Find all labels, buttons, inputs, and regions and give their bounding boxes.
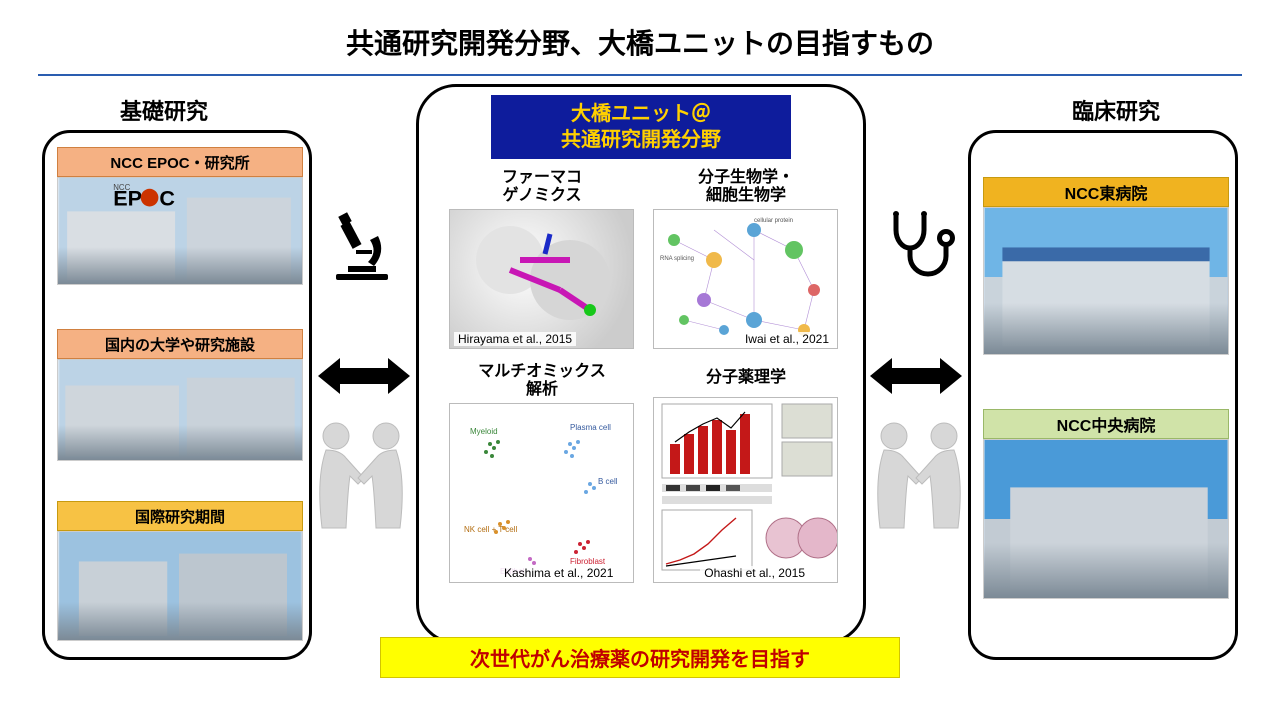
svg-text:NK cell + T cell: NK cell + T cell (464, 525, 518, 534)
right-image-2 (983, 439, 1229, 599)
left-image-3 (57, 531, 303, 641)
microscope-icon (326, 212, 398, 284)
svg-text:Fibroblast: Fibroblast (570, 557, 606, 566)
quad-label-3: 分子薬理学 (651, 369, 841, 387)
molecule-placeholder (450, 210, 634, 349)
quad-label-1: 分子生物学・ 細胞生物学 (651, 169, 841, 206)
title-underline (38, 74, 1241, 76)
center-panel: 大橋ユニット＠ 共通研究開発分野 ファーマコ ゲノミクス Hirayama et… (416, 84, 866, 644)
hospital-placeholder-2 (984, 440, 1228, 598)
quad2-l2: 解析 (447, 381, 637, 399)
quad3-l1: 分子薬理学 (651, 369, 841, 387)
double-arrow-left-icon (318, 356, 410, 396)
right-box-2: NCC中央病院 (983, 409, 1229, 439)
svg-text:cellular protein: cellular protein (754, 218, 793, 224)
handshake-right-icon (864, 418, 974, 528)
network-placeholder: RNA splicing cellular protein (654, 210, 838, 349)
stethoscope-icon (882, 208, 954, 280)
right-image-1 (983, 207, 1229, 355)
quad-image-2: Myeloid Plasma cell B cell NK cell + T c… (449, 403, 634, 583)
quad-label-0: ファーマコ ゲノミクス (447, 169, 637, 206)
center-header-line2: 共通研究開発分野 (499, 127, 783, 153)
building-placeholder-2 (58, 360, 302, 460)
page-title: 共通研究開発分野、大橋ユニットの目指すもの (0, 0, 1280, 74)
quad-label-2: マルチオミックス 解析 (447, 363, 637, 400)
left-section-label: 基礎研究 (120, 94, 208, 126)
quad0-l2: ゲノミクス (447, 187, 637, 205)
quad2-l1: マルチオミックス (447, 363, 637, 381)
building-placeholder-1: EP C NCC (58, 178, 302, 284)
right-section-label: 臨床研究 (1072, 94, 1160, 126)
pharmacology-placeholder (654, 398, 838, 583)
hospital-placeholder-1 (984, 208, 1228, 354)
quad-image-1: RNA splicing cellular protein Iwai et al… (653, 209, 838, 349)
svg-text:Plasma cell: Plasma cell (570, 423, 611, 432)
left-panel: NCC EPOC・研究所 EP C NCC 国内の大学や研究施設 国際研究期間 (42, 130, 312, 660)
building-placeholder-3 (58, 532, 302, 640)
svg-text:Myeloid: Myeloid (470, 427, 498, 436)
left-box-1: NCC EPOC・研究所 (57, 147, 303, 177)
left-image-1: EP C NCC (57, 177, 303, 285)
quad1-l1: 分子生物学・ (651, 169, 841, 187)
quad-image-0: Hirayama et al., 2015 (449, 209, 634, 349)
main-diagram: 基礎研究 臨床研究 NCC EPOC・研究所 EP C NCC 国内の大学や研究… (0, 84, 1280, 674)
double-arrow-right-icon (870, 356, 962, 396)
handshake-left-icon (306, 418, 416, 528)
left-box-3: 国際研究期間 (57, 501, 303, 531)
svg-text:B cell: B cell (598, 477, 618, 486)
citation-0: Hirayama et al., 2015 (454, 332, 576, 346)
left-image-2 (57, 359, 303, 461)
right-panel: NCC東病院 NCC中央病院 (968, 130, 1238, 660)
quad1-l2: 細胞生物学 (651, 187, 841, 205)
svg-text:RNA splicing: RNA splicing (660, 256, 694, 262)
center-header: 大橋ユニット＠ 共通研究開発分野 (491, 95, 791, 159)
svg-text:C: C (159, 185, 175, 210)
left-box-2: 国内の大学や研究施設 (57, 329, 303, 359)
center-header-line1: 大橋ユニット＠ (499, 101, 783, 127)
citation-2: Kashima et al., 2021 (500, 566, 617, 580)
goal-banner: 次世代がん治療薬の研究開発を目指す (380, 637, 900, 678)
umap-placeholder: Myeloid Plasma cell B cell NK cell + T c… (450, 404, 634, 583)
svg-text:NCC: NCC (113, 183, 130, 192)
quad-image-3: Ohashi et al., 2015 (653, 397, 838, 583)
citation-3: Ohashi et al., 2015 (700, 566, 809, 580)
quad0-l1: ファーマコ (447, 169, 637, 187)
citation-1: Iwai et al., 2021 (741, 332, 833, 346)
right-box-1: NCC東病院 (983, 177, 1229, 207)
